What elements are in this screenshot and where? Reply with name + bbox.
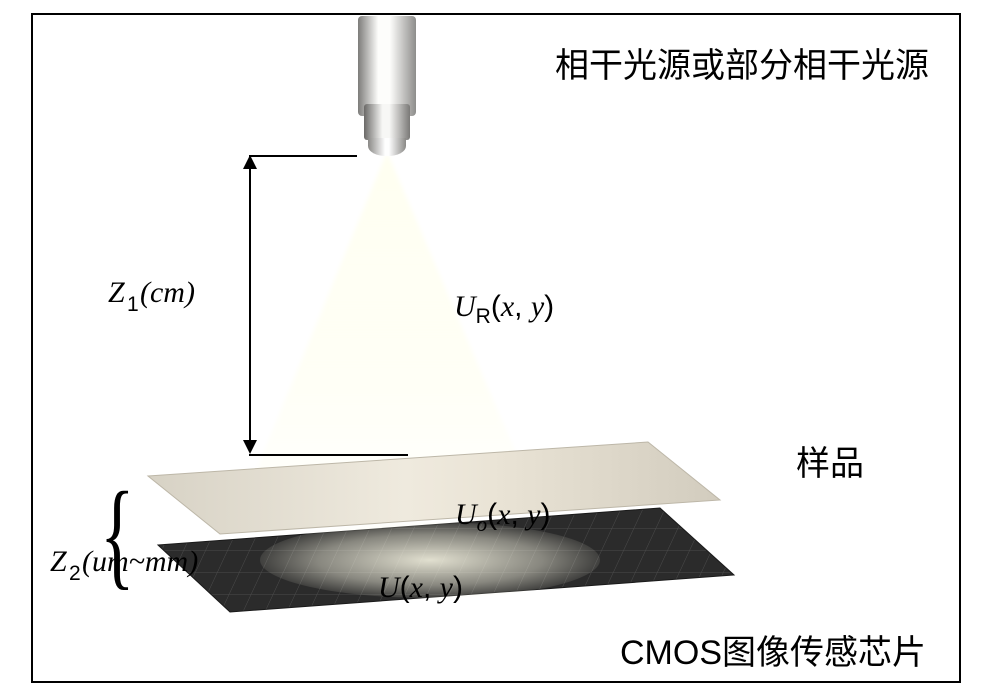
label-U: U(x, y) [378, 571, 463, 605]
label-light-source: 相干光源或部分相干光源 [555, 38, 929, 87]
label-z1-unit: (cm) [140, 276, 195, 310]
label-z2-unit: (um~mm) [82, 545, 198, 579]
label-z1-sub: 1 [127, 293, 139, 317]
z1-tick-top [249, 155, 357, 157]
diagram-canvas: { 相干光源或部分相干光源 样品 CMOS图像传感芯片 Z 1 (cm) Z 2… [0, 0, 1000, 695]
label-UR: UR(x, y) [454, 290, 554, 329]
light-source-inner [364, 104, 410, 140]
z1-tick-bottom [249, 454, 408, 456]
z1-arrow-up [243, 155, 257, 169]
light-source-tip [368, 138, 406, 156]
z1-arrow-line [249, 167, 251, 442]
planes-svg [0, 0, 1000, 695]
label-sample: 样品 [796, 436, 864, 485]
label-sensor: CMOS图像传感芯片 [620, 625, 926, 674]
label-z1-prefix: Z [108, 276, 125, 310]
z1-arrow-down [243, 440, 257, 454]
label-z2-prefix: Z [50, 545, 67, 579]
label-Uo: Uo(x, y) [455, 498, 551, 537]
label-z2-sub: 2 [69, 562, 81, 586]
light-source-outer [358, 16, 416, 116]
